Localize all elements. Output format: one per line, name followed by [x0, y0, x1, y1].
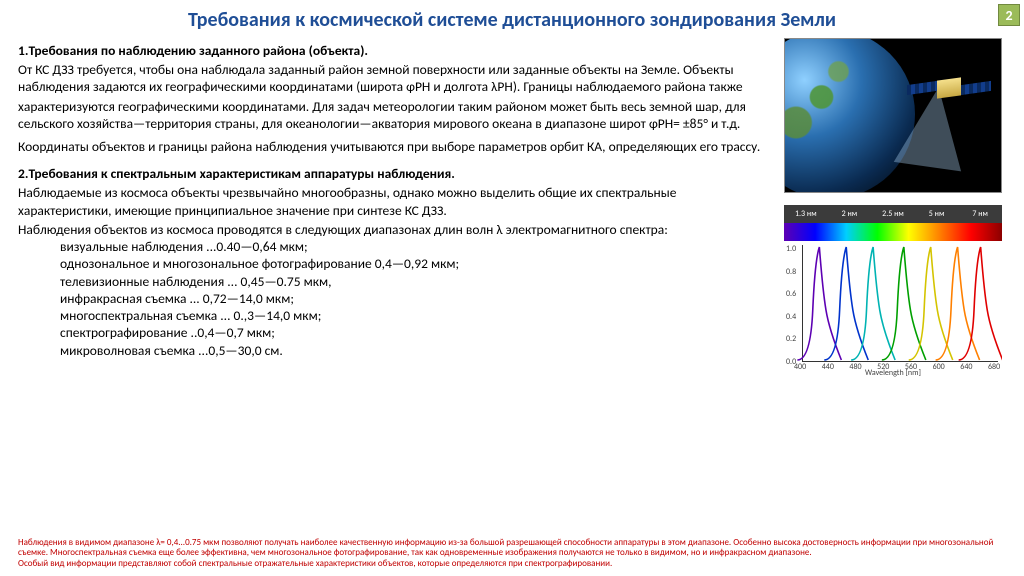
chart-curves	[784, 241, 1002, 380]
chart-x-tick: 480	[849, 362, 861, 372]
section1-p1: От КС ДЗЗ требуется, чтобы она наблюдала…	[18, 61, 772, 96]
slide: 2 Требования к космической системе диста…	[0, 0, 1024, 576]
chart-y-tick: 1.0	[786, 244, 796, 254]
spectral-curve	[909, 247, 953, 360]
spectral-curve	[797, 247, 841, 360]
spectral-curve	[936, 247, 980, 360]
section1-p2: характеризуются географическими координа…	[18, 98, 772, 133]
list-item: инфракрасная съемка ... 0,72—14,0 мкм;	[60, 290, 772, 307]
text-column: 1.Требования по наблюдению заданного рай…	[18, 38, 784, 380]
section1-p3: Координаты объектов и границы района наб…	[18, 138, 772, 155]
section2-p2: Наблюдения объектов из космоса проводятс…	[18, 221, 772, 238]
section2-heading: 2.Требования к спектральным характеристи…	[18, 165, 772, 182]
section2-p1: Наблюдаемые из космоса объекты чрезвычай…	[18, 184, 772, 219]
chart-y-tick: 0.2	[786, 334, 796, 344]
chart-header-label: 2.5 нм	[871, 209, 915, 219]
footnote: Наблюдения в видимом диапазоне λ= 0,4...…	[18, 538, 1006, 570]
list-item: однозональное и многозональное фотографи…	[60, 255, 772, 272]
satellite-image	[784, 38, 1002, 193]
spectral-ranges-list: визуальные наблюдения ...0.40—0,64 мкм;о…	[60, 238, 772, 359]
footnote-p1: Наблюдения в видимом диапазоне λ= 0,4...…	[18, 538, 1006, 560]
section1-heading: 1.Требования по наблюдению заданного рай…	[18, 42, 772, 59]
visible-spectrum-strip	[784, 223, 1002, 241]
spectral-curve	[824, 247, 868, 360]
chart-header-label: 7 нм	[958, 209, 1002, 219]
list-item: визуальные наблюдения ...0.40—0,64 мкм;	[60, 238, 772, 255]
chart-x-tick: 600	[933, 362, 945, 372]
chart-x-tick: 640	[960, 362, 972, 372]
page-number-badge: 2	[998, 4, 1020, 26]
chart-x-tick: 520	[877, 362, 889, 372]
footnote-p2: Особый вид информации представляют собой…	[18, 559, 1006, 570]
chart-header-label: 2 нм	[828, 209, 872, 219]
chart-y-tick: 0.0	[786, 357, 796, 367]
list-item: спектрографирование ..0,4—0,7 мкм;	[60, 324, 772, 341]
chart-header: 1.3 нм2 нм2.5 нм5 нм7 нм	[784, 205, 1002, 223]
satellite-icon	[919, 69, 979, 109]
chart-y-tick: 0.4	[786, 312, 796, 322]
chart-x-tick: 680	[988, 362, 1000, 372]
chart-header-label: 1.3 нм	[784, 209, 828, 219]
list-item: телевизионные наблюдения ... 0,45—0.75 м…	[60, 273, 772, 290]
spectral-chart: 1.3 нм2 нм2.5 нм5 нм7 нм Wavelength [nm]…	[784, 205, 1002, 380]
slide-title: Требования к космической системе дистанц…	[18, 8, 1006, 32]
earth-graphic	[784, 38, 915, 193]
chart-plot-area: Wavelength [nm] 400440480520560600640680…	[784, 241, 1002, 380]
solar-panel-right	[961, 81, 991, 95]
satellite-body	[937, 77, 961, 98]
chart-header-label: 5 нм	[915, 209, 959, 219]
content-row: 1.Требования по наблюдению заданного рай…	[18, 38, 1006, 380]
chart-x-tick: 560	[905, 362, 917, 372]
spectral-curve	[959, 247, 1002, 360]
list-item: микроволновая съемка ...0,5—30,0 см.	[60, 342, 772, 359]
spectral-curve	[851, 247, 895, 360]
chart-x-tick: 440	[822, 362, 834, 372]
chart-y-tick: 0.6	[786, 289, 796, 299]
chart-y-tick: 0.8	[786, 267, 796, 277]
image-column: 1.3 нм2 нм2.5 нм5 нм7 нм Wavelength [nm]…	[784, 38, 1006, 380]
list-item: многоспектральная съемка ... 0.,3—14,0 м…	[60, 307, 772, 324]
